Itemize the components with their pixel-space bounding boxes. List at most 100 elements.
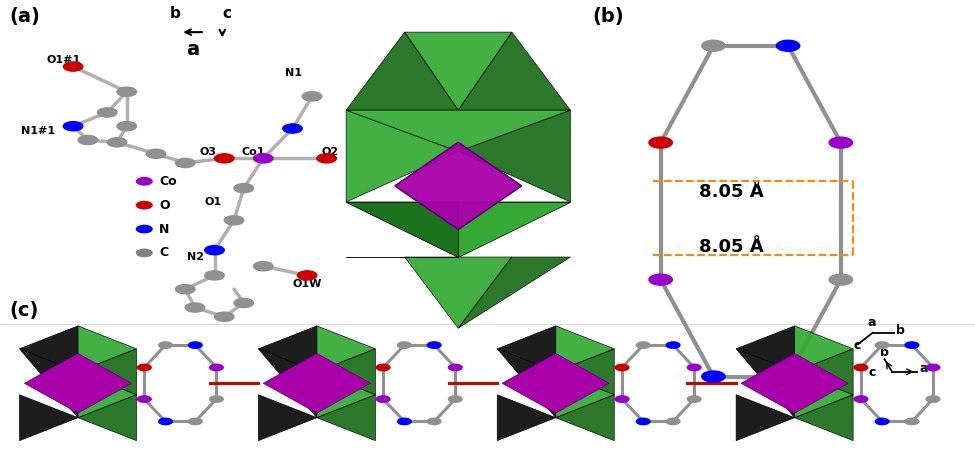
Circle shape: [283, 124, 302, 133]
Polygon shape: [741, 353, 848, 413]
Polygon shape: [395, 142, 522, 230]
Circle shape: [137, 364, 151, 371]
Polygon shape: [556, 395, 614, 441]
Polygon shape: [795, 349, 853, 395]
Circle shape: [376, 364, 390, 371]
Polygon shape: [346, 202, 458, 257]
Circle shape: [615, 396, 629, 402]
Text: N1: N1: [285, 68, 301, 78]
Text: O: O: [159, 199, 170, 212]
Circle shape: [317, 154, 336, 163]
Circle shape: [234, 298, 254, 308]
Text: 8.05 Å: 8.05 Å: [699, 238, 763, 257]
Polygon shape: [458, 110, 570, 202]
Circle shape: [702, 371, 725, 382]
Circle shape: [854, 396, 868, 402]
Polygon shape: [736, 395, 795, 441]
Circle shape: [98, 108, 117, 117]
Circle shape: [905, 342, 918, 348]
Polygon shape: [795, 372, 853, 418]
Polygon shape: [263, 353, 370, 413]
Polygon shape: [258, 395, 317, 441]
Text: O1W: O1W: [292, 279, 322, 289]
Circle shape: [649, 274, 673, 285]
Circle shape: [210, 396, 223, 402]
Circle shape: [702, 40, 725, 51]
Text: (a): (a): [10, 7, 41, 26]
Polygon shape: [24, 353, 132, 413]
Circle shape: [398, 418, 411, 425]
Text: O1: O1: [205, 197, 222, 207]
Circle shape: [649, 137, 673, 148]
Polygon shape: [502, 353, 609, 413]
Circle shape: [117, 87, 137, 96]
Circle shape: [427, 418, 441, 425]
Polygon shape: [317, 395, 375, 441]
Text: O1#1: O1#1: [47, 55, 81, 65]
Polygon shape: [736, 349, 795, 418]
Circle shape: [78, 135, 98, 145]
Circle shape: [297, 271, 317, 280]
Text: a: a: [868, 316, 877, 329]
Circle shape: [176, 158, 195, 168]
Circle shape: [854, 364, 868, 371]
Polygon shape: [346, 110, 570, 151]
Polygon shape: [795, 326, 853, 372]
Circle shape: [637, 418, 650, 425]
Circle shape: [254, 154, 273, 163]
Circle shape: [210, 364, 223, 371]
Polygon shape: [497, 349, 556, 418]
Circle shape: [188, 418, 202, 425]
Circle shape: [63, 122, 83, 131]
Circle shape: [615, 364, 629, 371]
Polygon shape: [458, 202, 570, 257]
Polygon shape: [78, 395, 136, 441]
Circle shape: [302, 92, 322, 101]
Text: Co: Co: [159, 175, 176, 188]
Polygon shape: [258, 349, 317, 418]
Text: C: C: [159, 246, 168, 259]
Circle shape: [136, 178, 152, 185]
Text: 8.05 Å: 8.05 Å: [699, 183, 763, 202]
Circle shape: [234, 184, 254, 193]
Circle shape: [666, 418, 680, 425]
Circle shape: [107, 138, 127, 147]
Polygon shape: [497, 395, 556, 441]
Circle shape: [224, 216, 244, 225]
Polygon shape: [317, 372, 375, 418]
Polygon shape: [317, 326, 375, 372]
Polygon shape: [458, 257, 570, 328]
Circle shape: [776, 40, 799, 51]
Polygon shape: [405, 257, 512, 328]
Polygon shape: [458, 32, 570, 110]
Text: b: b: [879, 346, 889, 359]
Circle shape: [876, 342, 889, 348]
Text: O2: O2: [322, 147, 339, 157]
Circle shape: [205, 246, 224, 255]
Circle shape: [188, 342, 202, 348]
Circle shape: [427, 342, 441, 348]
Circle shape: [159, 342, 173, 348]
Circle shape: [214, 312, 234, 321]
Circle shape: [159, 418, 173, 425]
Text: (b): (b): [593, 7, 624, 26]
Text: (c): (c): [10, 301, 39, 319]
Circle shape: [776, 371, 799, 382]
Circle shape: [136, 249, 152, 257]
Polygon shape: [78, 372, 136, 418]
Circle shape: [905, 418, 918, 425]
Circle shape: [829, 274, 852, 285]
Text: a: a: [186, 40, 200, 59]
Circle shape: [448, 364, 462, 371]
Circle shape: [254, 262, 273, 271]
Text: O3: O3: [200, 147, 216, 157]
Polygon shape: [346, 202, 570, 257]
Circle shape: [666, 342, 680, 348]
Text: c: c: [853, 339, 861, 352]
Text: b: b: [170, 6, 181, 22]
Text: N: N: [159, 223, 170, 235]
Circle shape: [876, 418, 889, 425]
Circle shape: [829, 137, 852, 148]
Text: a: a: [919, 362, 928, 375]
Circle shape: [376, 396, 390, 402]
